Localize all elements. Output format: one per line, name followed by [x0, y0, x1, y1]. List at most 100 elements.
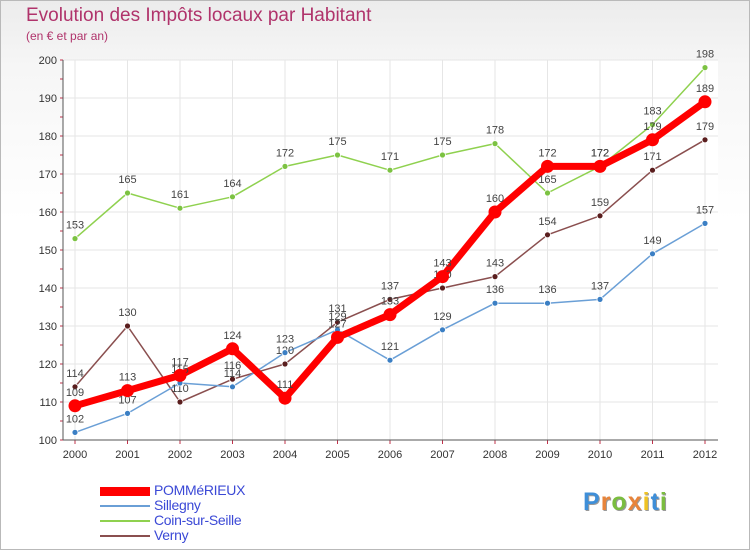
data-label: 165 — [118, 174, 136, 186]
data-point — [278, 391, 292, 405]
data-point — [593, 159, 607, 173]
data-point — [596, 212, 604, 220]
data-label: 131 — [328, 303, 346, 315]
data-point — [491, 140, 499, 148]
data-point — [649, 166, 656, 174]
data-point — [436, 270, 449, 284]
data-label: 172 — [591, 147, 609, 159]
data-label: 178 — [486, 125, 504, 137]
data-label: 189 — [696, 83, 714, 95]
data-label: 175 — [433, 136, 451, 148]
logo-letter: x — [627, 488, 643, 516]
data-label: 160 — [486, 193, 504, 205]
data-point — [646, 133, 659, 147]
data-label: 153 — [66, 220, 84, 232]
x-tick-label: 2012 — [693, 449, 717, 461]
x-tick-label: 2004 — [273, 449, 297, 461]
data-point — [71, 428, 79, 436]
data-label: 136 — [538, 284, 556, 296]
y-tick-label: 140 — [39, 283, 57, 295]
data-label: 154 — [538, 216, 556, 228]
x-tick-label: 2007 — [430, 449, 454, 461]
data-point — [176, 204, 184, 212]
data-point — [281, 162, 289, 170]
y-tick-label: 200 — [39, 55, 57, 67]
data-point — [544, 189, 551, 197]
data-label: 110 — [171, 383, 189, 395]
chart-title: Evolution des Impôts locaux par Habitant — [26, 5, 372, 26]
data-point — [229, 193, 236, 201]
data-label: 171 — [643, 151, 661, 163]
legend-label: Coin-sur-Seille — [154, 512, 242, 528]
data-point — [698, 95, 712, 109]
data-label: 143 — [486, 258, 504, 270]
x-tick-label: 2005 — [325, 449, 349, 461]
data-point — [229, 383, 236, 391]
legend-swatch — [100, 505, 150, 507]
data-point — [229, 375, 236, 383]
data-point — [121, 384, 134, 398]
y-tick-label: 190 — [39, 93, 57, 105]
data-label: 107 — [118, 394, 136, 406]
proxiti-logo: Proxiti — [583, 488, 668, 517]
data-point — [68, 399, 82, 413]
data-label: 117 — [171, 356, 189, 368]
data-point — [71, 235, 79, 243]
y-tick-label: 160 — [39, 207, 57, 219]
y-tick-label: 180 — [39, 131, 57, 143]
data-point — [596, 295, 604, 303]
data-label: 164 — [223, 178, 241, 190]
data-label: 137 — [381, 280, 399, 292]
legend-label: Verny — [154, 527, 189, 543]
data-label: 171 — [381, 151, 399, 163]
data-point — [334, 318, 341, 326]
y-tick-label: 100 — [39, 435, 57, 447]
data-point — [491, 299, 499, 307]
x-tick-label: 2002 — [168, 449, 192, 461]
data-label: 149 — [643, 235, 661, 247]
y-tick-label: 150 — [39, 245, 57, 257]
data-point — [383, 308, 397, 322]
data-point — [439, 326, 446, 334]
data-label: 143 — [433, 258, 451, 270]
x-tick-label: 2008 — [483, 449, 507, 461]
data-point — [544, 231, 551, 239]
data-label: 109 — [66, 387, 84, 399]
data-point — [541, 159, 554, 173]
logo-letter: t — [650, 488, 660, 516]
x-tick-label: 2009 — [535, 449, 559, 461]
data-point — [124, 189, 131, 197]
data-point — [439, 284, 446, 292]
data-label: 114 — [224, 368, 242, 380]
data-label: 179 — [643, 121, 661, 133]
x-tick-label: 2006 — [378, 449, 402, 461]
data-label: 137 — [591, 280, 609, 292]
data-point — [439, 151, 446, 159]
data-point — [491, 273, 499, 281]
data-point — [176, 398, 184, 406]
y-tick-label: 120 — [39, 359, 57, 371]
logo-letter: P — [583, 488, 601, 516]
legend-label: Sillegny — [154, 497, 201, 513]
chart-subtitle: (en € et par an) — [26, 29, 109, 43]
y-tick-label: 110 — [39, 397, 57, 409]
data-label: 121 — [381, 341, 399, 353]
data-point — [226, 342, 239, 356]
data-point — [281, 349, 289, 357]
data-label: 159 — [591, 197, 609, 209]
x-tick-label: 2001 — [115, 449, 139, 461]
data-label: 102 — [66, 413, 84, 425]
data-label: 172 — [591, 147, 609, 159]
data-point — [544, 299, 551, 307]
data-label: 198 — [696, 49, 714, 61]
data-point — [281, 360, 289, 368]
data-label: 129 — [328, 311, 346, 323]
data-label: 179 — [696, 121, 714, 133]
x-tick-label: 2010 — [588, 449, 612, 461]
data-point — [701, 219, 709, 227]
y-tick-label: 170 — [39, 169, 57, 181]
data-point — [701, 136, 709, 144]
data-point — [386, 356, 394, 364]
data-label: 124 — [223, 330, 241, 342]
data-label: 165 — [538, 174, 556, 186]
